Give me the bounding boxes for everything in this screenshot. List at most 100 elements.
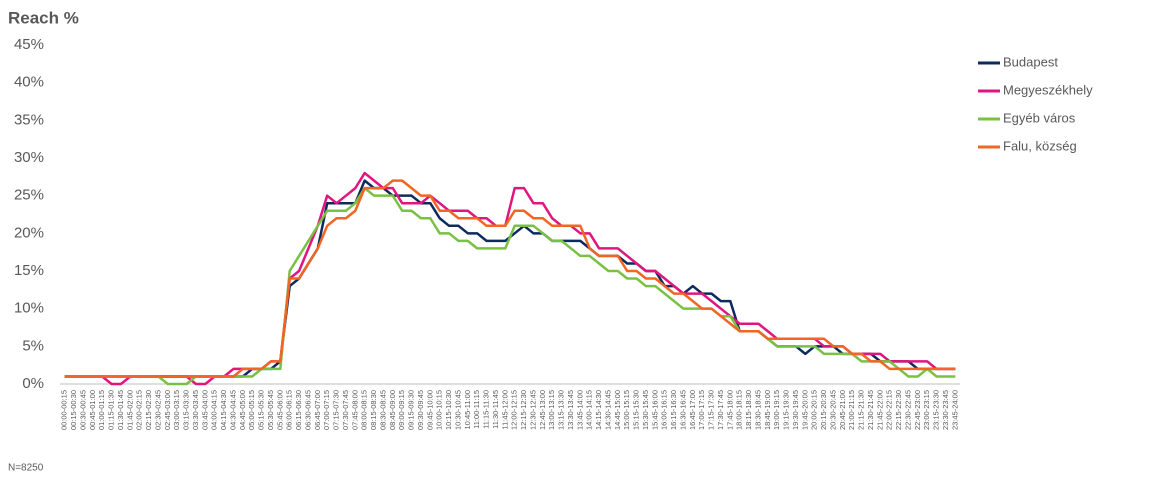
x-tick-label: 05:30-05:45 — [266, 390, 275, 430]
x-tick-label: 11:45-12:00 — [500, 390, 509, 429]
x-tick-label: 16:15-16:30 — [669, 390, 678, 430]
x-tick-label: 00:45-01:00 — [88, 390, 97, 430]
x-tick-label: 13:00-13:15 — [547, 390, 556, 430]
x-tick-label: 01:15-01:30 — [107, 390, 116, 430]
x-tick-label: 20:00-20:15 — [810, 390, 819, 430]
x-tick-label: 18:30-18:45 — [753, 390, 762, 430]
x-tick-label: 09:45-10:00 — [425, 390, 434, 430]
x-tick-label: 08:45-09:00 — [388, 390, 397, 430]
x-tick-label: 12:45-13:00 — [538, 390, 547, 430]
x-tick-label: 23:00-23:15 — [922, 390, 931, 430]
x-tick-label: 08:15-08:30 — [369, 390, 378, 430]
series-line — [64, 179, 956, 378]
x-tick-label: 00:15-00:30 — [69, 390, 78, 430]
x-tick-label: 00:30-00:45 — [78, 390, 87, 430]
chart-title: Reach % — [8, 8, 79, 27]
y-tick-label: 5% — [22, 337, 44, 354]
x-tick-label: 22:30-22:45 — [903, 390, 912, 430]
x-tick-label: 20:30-20:45 — [828, 390, 837, 430]
x-tick-label: 21:15-21:30 — [857, 390, 866, 430]
x-tick-label: 10:30-10:45 — [453, 390, 462, 430]
y-tick-label: 15% — [14, 262, 44, 279]
x-tick-label: 04:00-04:15 — [210, 390, 219, 430]
x-tick-label: 15:45-16:00 — [650, 390, 659, 430]
y-tick-label: 25% — [14, 187, 44, 204]
x-tick-label: 06:30-06:45 — [303, 390, 312, 430]
y-tick-label: 40% — [14, 74, 44, 91]
y-tick-label: 10% — [14, 300, 44, 317]
x-tick-label: 16:00-16:15 — [660, 390, 669, 430]
x-tick-label: 03:15-03:30 — [182, 390, 191, 430]
x-tick-label: 19:00-19:15 — [772, 390, 781, 430]
x-tick-label: 15:15-15:30 — [632, 390, 641, 430]
x-tick-label: 19:45-20:00 — [800, 390, 809, 430]
x-tick-label: 14:00-14:15 — [585, 390, 594, 430]
x-tick-label: 21:45-22:00 — [875, 390, 884, 430]
x-tick-label: 09:30-09:45 — [416, 390, 425, 430]
y-tick-label: 0% — [22, 375, 44, 392]
x-tick-label: 06:15-06:30 — [294, 390, 303, 430]
x-tick-label: 21:30-21:45 — [866, 390, 875, 430]
x-tick-label: 07:00-07:15 — [322, 390, 331, 430]
x-tick-label: 14:15-14:30 — [594, 390, 603, 430]
x-tick-label: 20:45-21:00 — [838, 390, 847, 430]
x-tick-label: 23:15-23:30 — [932, 390, 941, 430]
x-tick-label: 03:30-03:45 — [191, 390, 200, 430]
x-tick-label: 19:30-19:45 — [791, 390, 800, 430]
x-tick-label: 01:45-02:00 — [125, 390, 134, 430]
x-tick-label: 09:15-09:30 — [407, 390, 416, 430]
x-tick-label: 07:15-07:30 — [332, 390, 341, 430]
x-tick-label: 06:45-07:00 — [313, 390, 322, 430]
x-tick-label: 05:45-06:00 — [275, 390, 284, 430]
x-tick-label: 05:15-05:30 — [257, 390, 266, 430]
x-tick-label: 22:15-22:30 — [894, 390, 903, 430]
x-tick-label: 12:30-12:45 — [528, 390, 537, 430]
legend-label: Budapest — [1003, 54, 1058, 69]
x-tick-label: 07:30-07:45 — [341, 390, 350, 430]
x-tick-label: 04:30-04:45 — [228, 390, 237, 430]
x-tick-label: 01:30-01:45 — [116, 390, 125, 430]
y-tick-label: 45% — [14, 36, 44, 53]
x-tick-label: 11:30-11:45 — [491, 390, 500, 429]
x-tick-label: 02:00-02:15 — [135, 390, 144, 430]
x-tick-label: 06:00-06:15 — [285, 390, 294, 430]
x-tick-label: 04:45-05:00 — [238, 390, 247, 430]
x-tick-label: 09:00-09:15 — [397, 390, 406, 430]
x-tick-label: 08:00-08:15 — [360, 390, 369, 430]
x-tick-label: 04:15-04:30 — [219, 390, 228, 430]
x-tick-label: 17:15-17:30 — [707, 390, 716, 430]
x-tick-label: 02:45-03:00 — [163, 390, 172, 430]
x-tick-label: 10:45-11:00 — [463, 390, 472, 429]
x-tick-label: 05:00-05:15 — [247, 390, 256, 430]
legend-label: Egyéb város — [1003, 110, 1076, 125]
x-tick-label: 12:15-12:30 — [519, 390, 528, 430]
x-tick-label: 16:45-17:00 — [688, 390, 697, 430]
x-tick-label: 11:15-11:30 — [482, 390, 491, 429]
x-tick-label: 10:00-10:15 — [435, 390, 444, 430]
x-tick-label: 14:30-14:45 — [603, 390, 612, 430]
x-tick-label: 02:30-02:45 — [153, 390, 162, 430]
x-tick-label: 03:45-04:00 — [200, 390, 209, 430]
x-tick-label: 15:30-15:45 — [641, 390, 650, 430]
x-tick-label: 11:00-11:15 — [472, 390, 481, 429]
x-tick-label: 02:15-02:30 — [144, 390, 153, 430]
x-tick-label: 07:45-08:00 — [350, 390, 359, 430]
y-tick-label: 20% — [14, 224, 44, 241]
legend-label: Megyeszékhely — [1003, 82, 1093, 97]
x-tick-label: 17:30-17:45 — [716, 390, 725, 430]
x-tick-label: 13:45-14:00 — [575, 390, 584, 430]
x-tick-label: 17:00-17:15 — [697, 390, 706, 430]
x-tick-label: 08:30-08:45 — [378, 390, 387, 430]
x-tick-label: 23:45-24:00 — [950, 390, 959, 430]
x-tick-label: 14:45-15:00 — [613, 390, 622, 430]
y-tick-label: 30% — [14, 149, 44, 166]
x-tick-label: 19:15-19:30 — [782, 390, 791, 430]
x-tick-label: 16:30-16:45 — [678, 390, 687, 430]
x-tick-label: 22:00-22:15 — [885, 390, 894, 430]
x-tick-label: 12:00-12:15 — [510, 390, 519, 430]
x-tick-label: 18:45-19:00 — [763, 390, 772, 430]
x-tick-label: 00:00-00:15 — [60, 390, 69, 430]
x-tick-label: 20:15-20:30 — [819, 390, 828, 430]
x-tick-label: 13:15-13:30 — [557, 390, 566, 430]
